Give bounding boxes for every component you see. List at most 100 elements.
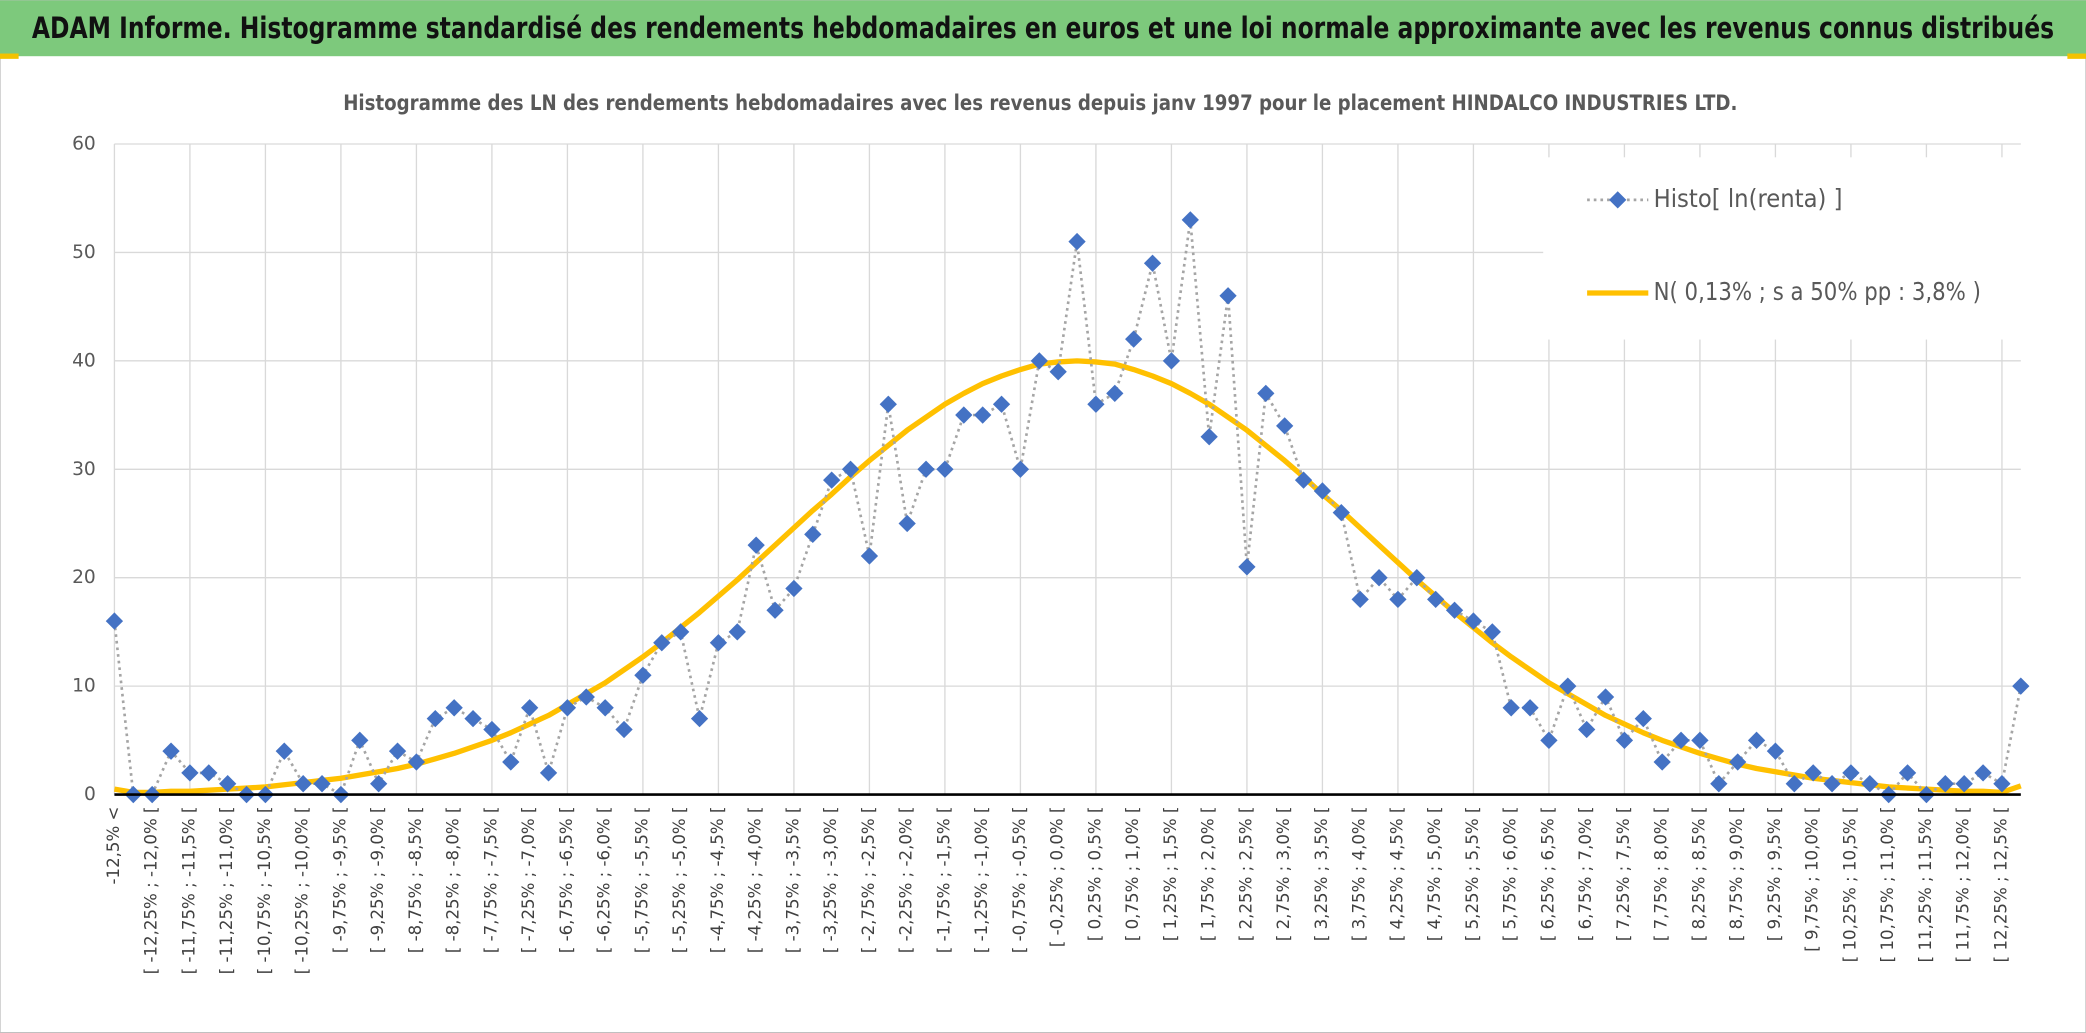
x-tick-label: [ 0,25% ; 0,5% [ bbox=[1085, 807, 1104, 942]
data-point bbox=[1464, 612, 1483, 630]
data-point bbox=[747, 536, 765, 554]
data-point bbox=[1559, 677, 1577, 695]
x-tick-label: [ -7,25% ; -7,0% [ bbox=[519, 807, 538, 954]
x-tick-label: [ 5,75% ; 6,0% [ bbox=[1501, 807, 1520, 942]
data-point bbox=[1615, 731, 1634, 749]
data-point bbox=[785, 579, 803, 598]
x-tick-label: [ 8,75% ; 9,0% [ bbox=[1727, 807, 1746, 942]
x-tick-label: -12,5% < bbox=[104, 807, 123, 885]
data-point bbox=[558, 699, 577, 717]
data-point bbox=[1596, 688, 1615, 706]
data-point bbox=[388, 742, 407, 760]
x-tick-label: [ 2,25% ; 2,5% [ bbox=[1236, 807, 1255, 942]
data-point bbox=[974, 406, 992, 424]
data-point bbox=[1672, 731, 1690, 749]
data-point bbox=[1030, 352, 1048, 370]
legend-marker bbox=[1609, 191, 1627, 209]
x-tick-label: [ -11,75% ; -11,5% [ bbox=[179, 807, 198, 975]
data-point bbox=[992, 395, 1011, 413]
data-point bbox=[879, 395, 897, 413]
x-tick-label: [ 3,25% ; 3,5% [ bbox=[1312, 807, 1331, 942]
x-tick-label: [ -8,75% ; -8,5% [ bbox=[406, 807, 425, 954]
x-tick-label: [ 7,75% ; 8,0% [ bbox=[1652, 807, 1671, 942]
data-point bbox=[1162, 352, 1181, 370]
data-point bbox=[294, 775, 312, 793]
data-point bbox=[1370, 569, 1388, 587]
data-point bbox=[407, 753, 426, 771]
data-point bbox=[615, 720, 633, 739]
legend-label: N( 0,13% ; s a 50% pp : 3,8% ) bbox=[1654, 277, 1981, 306]
data-point bbox=[464, 710, 482, 728]
legend-label: Histo[ ln(renta) ] bbox=[1654, 184, 1843, 213]
data-point bbox=[1049, 363, 1067, 381]
x-tick-label: [ 10,25% ; 10,5% [ bbox=[1840, 807, 1859, 963]
data-point bbox=[1294, 471, 1313, 489]
data-point bbox=[955, 406, 973, 424]
data-point bbox=[1445, 601, 1464, 619]
x-tick-label: [ -10,25% ; -10,0% [ bbox=[293, 807, 312, 975]
data-point bbox=[1634, 710, 1652, 728]
data-point bbox=[653, 634, 671, 652]
corner-mark bbox=[2067, 53, 2086, 59]
data-point bbox=[804, 525, 822, 543]
x-tick-label: [ 8,25% ; 8,5% [ bbox=[1689, 807, 1708, 942]
x-tick-label: [ -3,75% ; -3,5% [ bbox=[783, 807, 802, 954]
data-point bbox=[1408, 569, 1426, 587]
legend-box bbox=[1543, 157, 2023, 340]
chart-title: Histogramme des LN des rendements hebdom… bbox=[343, 91, 1737, 116]
x-tick-label: [ -4,25% ; -4,0% [ bbox=[746, 807, 765, 954]
data-point bbox=[1143, 254, 1162, 272]
y-tick-label: 60 bbox=[72, 133, 96, 154]
data-point bbox=[577, 688, 595, 706]
x-tick-label: [ -8,25% ; -8,0% [ bbox=[444, 807, 463, 954]
x-tick-label: [ -10,75% ; -10,5% [ bbox=[255, 807, 274, 975]
data-point bbox=[1011, 460, 1030, 478]
y-tick-label: 50 bbox=[72, 242, 96, 263]
x-tick-label: [ -5,75% ; -5,5% [ bbox=[632, 807, 651, 954]
data-point bbox=[1861, 775, 1879, 793]
data-point bbox=[1729, 753, 1747, 771]
x-tick-label: [ 4,25% ; 4,5% [ bbox=[1387, 807, 1406, 942]
data-point bbox=[1068, 232, 1086, 251]
data-point bbox=[1842, 764, 1860, 782]
data-point bbox=[936, 460, 954, 478]
corner-mark bbox=[0, 53, 19, 59]
x-tick-label: [ -9,25% ; -9,0% [ bbox=[368, 807, 387, 954]
x-tick-label: [ 5,25% ; 5,5% [ bbox=[1463, 807, 1482, 942]
y-tick-label: 40 bbox=[72, 350, 96, 371]
normal-curve bbox=[113, 358, 2022, 796]
data-point bbox=[1766, 742, 1785, 760]
data-point bbox=[502, 753, 520, 771]
data-point bbox=[709, 634, 728, 652]
data-point bbox=[766, 601, 784, 619]
x-tick-label: [ 1,75% ; 2,0% [ bbox=[1199, 807, 1218, 942]
x-tick-label: [ -3,25% ; -3,0% [ bbox=[821, 807, 840, 954]
x-tick-label: [ 3,75% ; 4,0% [ bbox=[1350, 807, 1369, 942]
data-point bbox=[539, 764, 558, 782]
data-point bbox=[521, 699, 539, 717]
data-point bbox=[1087, 395, 1105, 413]
x-tick-label: [ -6,75% ; -6,5% [ bbox=[557, 807, 576, 954]
y-tick-label: 0 bbox=[84, 784, 96, 805]
data-point bbox=[1993, 775, 2011, 793]
data-point bbox=[445, 699, 463, 717]
x-tick-label: [ 2,75% ; 3,0% [ bbox=[1274, 807, 1293, 942]
data-point bbox=[823, 471, 841, 489]
x-tick-label: [ -12,25% ; -12,0% [ bbox=[142, 807, 161, 975]
data-point bbox=[483, 720, 501, 739]
data-point bbox=[1540, 731, 1558, 749]
x-tick-label: [ 7,25% ; 7,5% [ bbox=[1614, 807, 1633, 942]
data-point bbox=[313, 775, 331, 793]
data-point bbox=[1691, 731, 1709, 749]
x-tick-label: [ -11,25% ; -11,0% [ bbox=[217, 807, 236, 975]
data-point bbox=[1521, 699, 1539, 717]
data-point bbox=[1313, 482, 1332, 500]
data-point bbox=[351, 731, 369, 749]
data-point bbox=[426, 710, 444, 728]
data-point bbox=[1898, 764, 1917, 782]
data-point bbox=[162, 742, 180, 760]
page-title: ADAM Informe. Histogramme standardisé de… bbox=[32, 11, 2054, 45]
x-tick-label: [ 1,25% ; 1,5% [ bbox=[1161, 807, 1180, 942]
data-point bbox=[1238, 558, 1256, 576]
